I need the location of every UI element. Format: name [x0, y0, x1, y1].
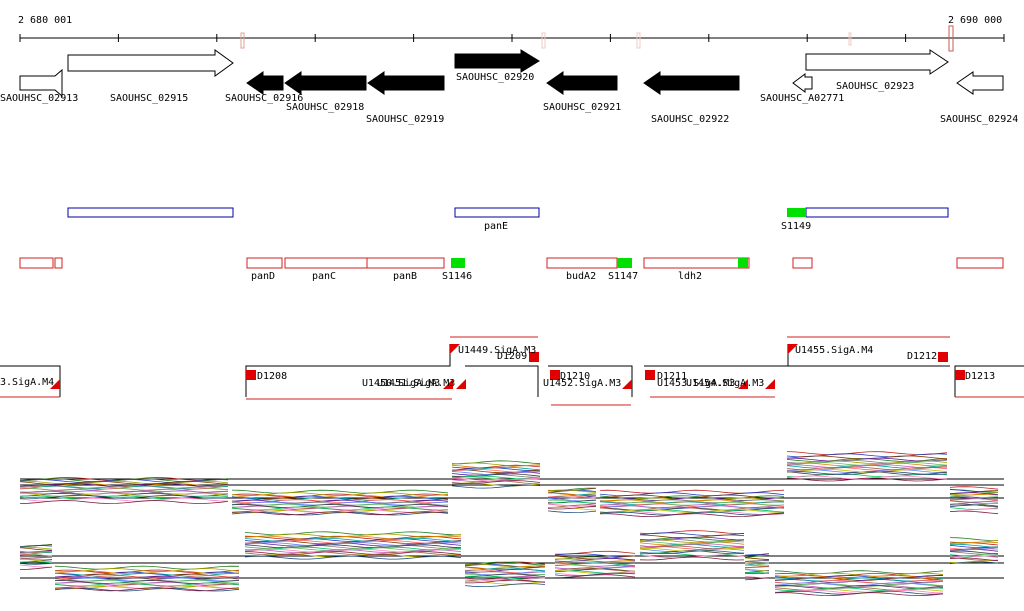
- feature-track: [19, 257, 1004, 269]
- feature-label: panC: [312, 271, 336, 282]
- gene-label: SAOUHSC_02924: [940, 114, 1018, 125]
- promoter-label: U1451.SigA.M3: [377, 378, 455, 389]
- feature-label: S1146: [442, 271, 472, 282]
- promoter-label: U1454.SigA.M3: [686, 378, 764, 389]
- promoter-label: U1453.SigA.M3: [657, 378, 735, 389]
- gene-label: SAOUHSC_A02771: [760, 93, 844, 104]
- promoter-label: 3.SigA.M4: [0, 377, 54, 388]
- feature-labels: panD panC panB S1146 budA2 S1147 ldh2: [251, 271, 702, 282]
- promoter-label: D1210: [560, 371, 590, 382]
- gene-label: SAOUHSC_02918: [286, 102, 364, 113]
- promoter-label: D1209: [497, 351, 527, 362]
- operon-label: panE: [484, 221, 508, 232]
- promoter-label: D1213: [965, 371, 995, 382]
- gene-label: SAOUHSC_02920: [456, 72, 534, 83]
- expression-panels: [19, 451, 1004, 597]
- gene-label: SAOUHSC_02923: [836, 81, 914, 92]
- expression-profile: [19, 477, 999, 518]
- gene-label: SAOUHSC_02913: [0, 93, 78, 104]
- promoter-label: U1450.SigA.M3: [362, 378, 440, 389]
- gene-label: SAOUHSC_02921: [543, 102, 621, 113]
- feature-label: panB: [393, 271, 417, 282]
- gene-label: SAOUHSC_02919: [366, 114, 444, 125]
- ruler-end: 2 690 000: [948, 15, 1002, 26]
- gene-label: SAOUHSC_02915: [110, 93, 188, 104]
- gene-labels: SAOUHSC_02913 SAOUHSC_02915 SAOUHSC_0291…: [0, 72, 1018, 125]
- promoter-label: D1211: [657, 371, 687, 382]
- promoter-label: D1212: [907, 351, 937, 362]
- ruler-start: 2 680 001: [18, 15, 72, 26]
- promoter-label: D1208: [257, 371, 287, 382]
- feature-label: S1147: [608, 271, 638, 282]
- gene-track: [19, 49, 1004, 98]
- feature-label: budA2: [566, 271, 596, 282]
- promoter-track: 3.SigA.M4 D1208 U1450.SigA.M3 U1451.SigA…: [0, 336, 1024, 406]
- ruler: 2 680 001 2 690 000: [18, 15, 1005, 52]
- gene-label: SAOUHSC_02922: [651, 114, 729, 125]
- operon-track: [67, 207, 949, 218]
- operon-label: S1149: [781, 221, 811, 232]
- promoter-label: U1452.SigA.M3: [543, 378, 621, 389]
- gene-label: SAOUHSC_02916: [225, 93, 303, 104]
- feature-label: ldh2: [678, 271, 702, 282]
- promoter-label: U1449.SigA.M3: [458, 345, 536, 356]
- feature-label: panD: [251, 271, 275, 282]
- promoter-label: U1455.SigA.M4: [795, 345, 873, 356]
- expression-profile: [19, 551, 999, 597]
